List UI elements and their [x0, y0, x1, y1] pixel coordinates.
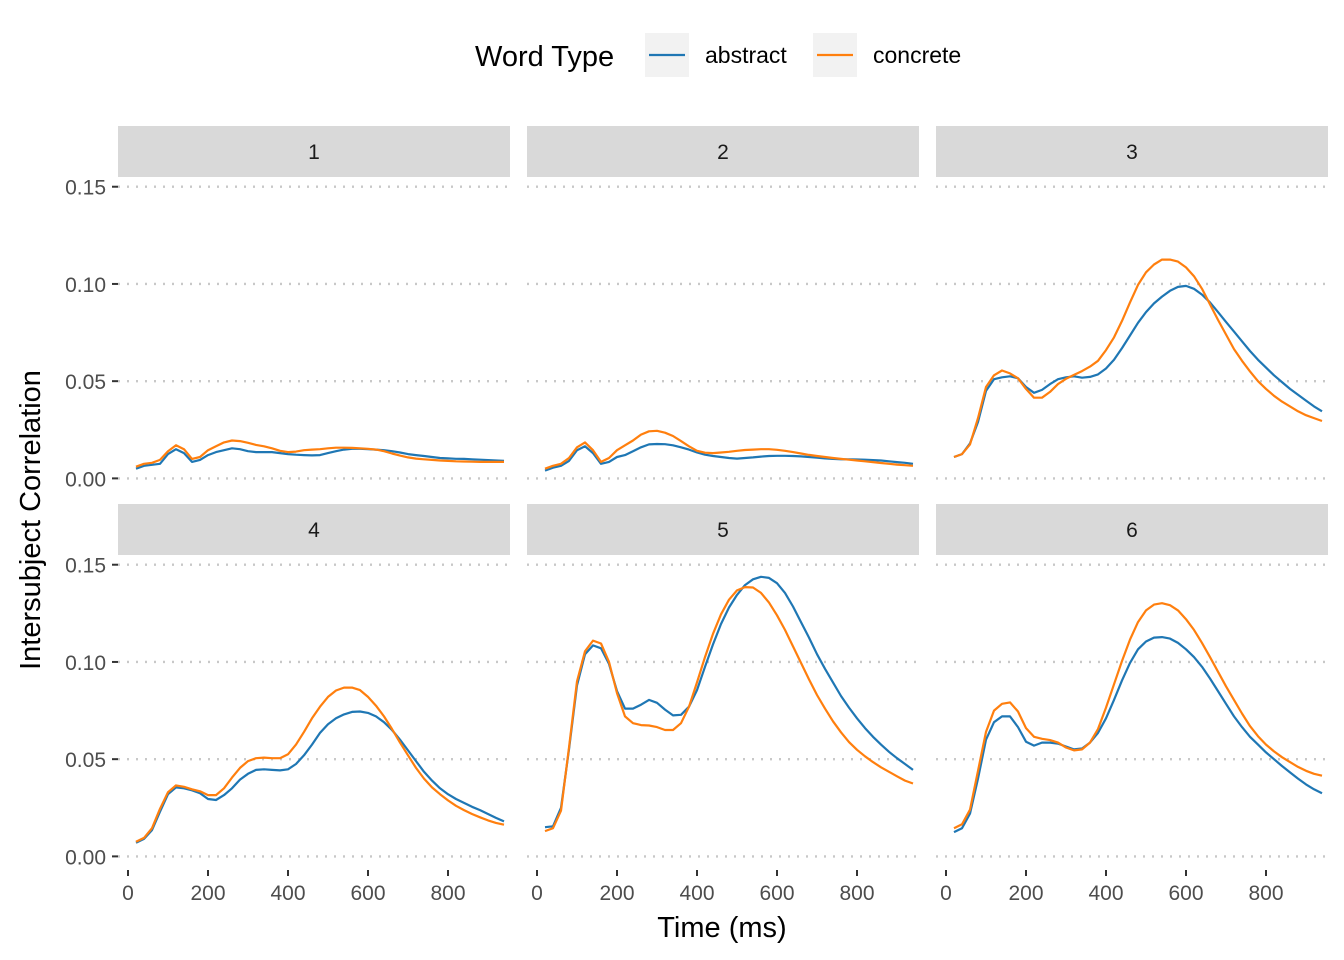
series-line-concrete	[544, 429, 914, 470]
series-line-concrete	[953, 602, 1323, 830]
facet-strip	[527, 504, 919, 555]
x-tick-label: 0	[531, 882, 543, 905]
y-tick-label: 0.15	[65, 177, 106, 200]
y-tick-label: 0.10	[65, 652, 106, 675]
facet-label: 4	[308, 519, 320, 542]
x-tick-label: 800	[430, 882, 465, 905]
facet-label: 5	[717, 519, 729, 542]
series-line-abstract	[544, 575, 914, 829]
x-tick-label: 400	[679, 882, 714, 905]
y-axis-tick-labels: 0.00 0.05 0.10 0.15 0.00 0.05 0.10 0.15	[65, 177, 118, 869]
x-tick-label: 600	[1168, 882, 1203, 905]
facet-strip	[936, 504, 1328, 555]
facet-strip	[118, 126, 510, 177]
series-line-abstract	[953, 284, 1323, 459]
facet-panel-1: 1	[118, 126, 510, 480]
x-tick-label: 400	[270, 882, 305, 905]
x-axis-title: Time (ms)	[657, 912, 786, 944]
facet-strip	[527, 126, 919, 177]
facet-panel-4: 4	[118, 504, 510, 858]
facet-strip	[118, 504, 510, 555]
y-tick-label: 0.10	[65, 274, 106, 297]
series-line-abstract	[953, 636, 1323, 834]
x-tick-label: 600	[759, 882, 794, 905]
series-line-concrete	[544, 586, 914, 833]
y-tick-label: 0.00	[65, 468, 106, 491]
series-line-abstract	[544, 442, 914, 472]
facet-panel-3: 3	[936, 126, 1328, 480]
x-tick-label: 0	[122, 882, 134, 905]
legend-title: Word Type	[475, 41, 614, 73]
facet-label: 6	[1126, 519, 1138, 542]
facet-label: 2	[717, 141, 729, 164]
x-tick-label: 400	[1088, 882, 1123, 905]
facet-panel-5: 5	[527, 504, 919, 858]
x-tick-label: 800	[839, 882, 874, 905]
x-tick-label: 200	[190, 882, 225, 905]
series-line-abstract	[135, 447, 505, 470]
y-tick-label: 0.05	[65, 371, 106, 394]
x-tick-label: 200	[1008, 882, 1043, 905]
series-line-abstract	[135, 710, 505, 844]
series-line-concrete	[135, 439, 504, 468]
facet-strip	[936, 126, 1328, 177]
y-axis-title: Intersubject Correlation	[15, 370, 47, 670]
legend-label-abstract: abstract	[705, 42, 787, 68]
x-tick-label: 600	[350, 882, 385, 905]
facet-panel-2: 2	[527, 126, 919, 480]
x-axis-tick-labels: 0 200 400 600 800 0 200 400 600 800 0 200 400 600 800	[122, 870, 1284, 905]
x-tick-label: 0	[940, 882, 952, 905]
y-tick-label: 0.00	[65, 846, 106, 869]
facet-label: 1	[308, 141, 320, 164]
facet-panels: 1 2 3 4 5 6	[118, 126, 1328, 858]
x-tick-label: 200	[599, 882, 634, 905]
y-tick-label: 0.05	[65, 749, 106, 772]
series-line-concrete	[135, 686, 505, 843]
series-line-concrete	[953, 258, 1323, 459]
legend: Word Type abstract concrete	[475, 33, 961, 77]
facet-label: 3	[1126, 141, 1138, 164]
x-tick-label: 800	[1248, 882, 1283, 905]
y-tick-label: 0.15	[65, 555, 106, 578]
facet-panel-6: 6	[936, 504, 1328, 858]
legend-label-concrete: concrete	[873, 42, 961, 68]
